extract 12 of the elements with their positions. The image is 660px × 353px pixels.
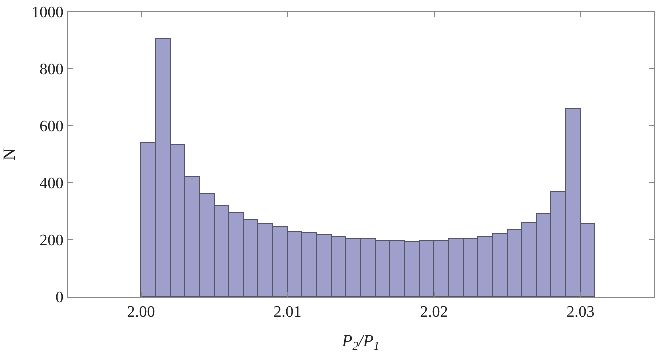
x-tick-label: 2.02 [420, 304, 448, 322]
y-tick-label: 400 [40, 176, 64, 193]
y-axis-title: N [0, 148, 19, 161]
x-tick-label: 2.03 [566, 304, 595, 322]
x-axis-title: P$_{2}$/P$_{1}$ [341, 331, 380, 353]
y-tick-label: 200 [40, 232, 64, 250]
y-tick-label: 800 [40, 62, 64, 79]
y-tick-label: 1000 [32, 4, 64, 22]
x-tick-label: 2.00 [127, 304, 156, 322]
y-tick-label: 0 [56, 290, 64, 307]
x-tick-label: 2.01 [274, 304, 302, 322]
y-tick-label: 600 [40, 118, 64, 136]
